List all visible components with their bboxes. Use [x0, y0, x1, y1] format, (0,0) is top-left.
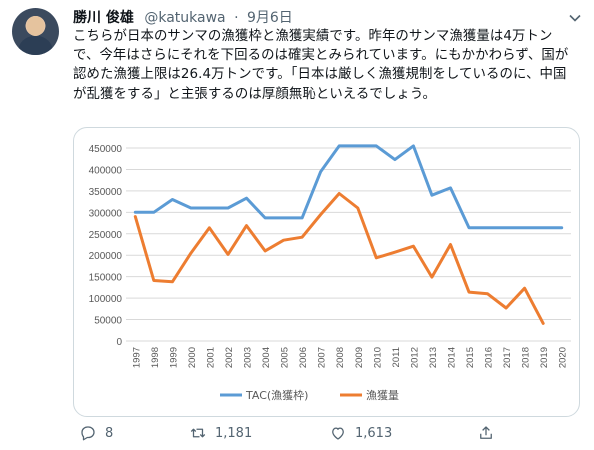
- reply-button[interactable]: 8: [79, 424, 113, 442]
- x-tick-label: 2005: [280, 347, 291, 368]
- series-line: [133, 144, 564, 230]
- x-tick-label: 1999: [168, 347, 179, 368]
- author-name[interactable]: 勝川 俊雄: [73, 10, 134, 26]
- author-handle[interactable]: @katukawa: [144, 10, 226, 26]
- x-tick-label: 2007: [317, 347, 328, 368]
- y-tick-label: 450000: [89, 144, 123, 155]
- retweet-icon: [190, 428, 206, 438]
- avatar-body: [18, 36, 53, 55]
- x-tick-label: 2003: [243, 347, 254, 368]
- x-tick-label: 2008: [335, 347, 346, 368]
- x-tick-label: 2000: [187, 347, 198, 368]
- y-tick-label: 200000: [89, 251, 123, 262]
- tweet-header: 勝川 俊雄 @katukawa · 9月6日: [73, 7, 293, 27]
- y-tick-label: 250000: [89, 230, 123, 241]
- x-tick-label: 2010: [372, 347, 383, 368]
- x-tick-label: 2009: [354, 347, 365, 368]
- y-tick-label: 150000: [89, 273, 123, 284]
- tweet-actions: 8 1,181 1,613: [73, 424, 578, 446]
- like-icon: [332, 427, 344, 440]
- legend-label: 漁獲量: [366, 388, 399, 402]
- tweet-text: こちらが日本のサンマの漁獲枠と漁獲実績です。昨年のサンマ漁獲量は4万トンで、今年…: [73, 29, 569, 102]
- retweet-count: 1,181: [215, 425, 253, 441]
- x-tick-label: 2018: [521, 347, 532, 368]
- x-tick-label: 2011: [391, 347, 402, 367]
- reply-count: 8: [105, 425, 114, 441]
- x-tick-label: 2006: [298, 347, 309, 368]
- y-tick-label: 0: [116, 337, 122, 348]
- share-button[interactable]: [477, 424, 495, 442]
- y-tick-label: 300000: [89, 208, 123, 219]
- avatar[interactable]: [12, 8, 59, 55]
- chart: 0 50000 100000 150000 200000 250000 300000 3500…: [89, 144, 571, 402]
- avatar-face: [27, 16, 44, 36]
- x-tick-label: 2002: [224, 347, 235, 368]
- x-tick-label: 2004: [261, 347, 272, 368]
- chart-card[interactable]: 0 50000 100000 150000 200000 250000 300000 3500…: [73, 127, 580, 417]
- y-tick-label: 350000: [89, 187, 123, 198]
- y-tick-label: 400000: [89, 165, 123, 176]
- x-tick-label: 2020: [558, 347, 569, 368]
- x-tick-label: 2014: [446, 347, 457, 368]
- x-tick-label: 2013: [428, 347, 439, 368]
- x-tick-label: 2012: [409, 347, 420, 368]
- like-count: 1,613: [355, 425, 393, 441]
- retweet-button[interactable]: 1,181: [189, 424, 252, 442]
- legend-label: TAC(漁獲枠): [245, 388, 308, 402]
- x-tick-label: 1998: [150, 347, 161, 368]
- share-icon: [480, 426, 492, 439]
- x-tick-label: 2019: [539, 347, 550, 368]
- y-tick-label: 100000: [89, 294, 123, 305]
- x-tick-label: 2017: [502, 347, 513, 368]
- y-tick-label: 50000: [94, 316, 122, 327]
- like-button[interactable]: 1,613: [329, 424, 392, 442]
- x-tick-label: 1997: [131, 347, 142, 368]
- tweet-date[interactable]: 9月6日: [246, 10, 293, 26]
- x-tick-label: 2001: [205, 347, 216, 368]
- series-line: [133, 192, 545, 325]
- x-tick-label: 2016: [484, 347, 495, 368]
- reply-icon: [81, 426, 95, 441]
- x-tick-label: 2015: [465, 347, 476, 368]
- chevron-down-icon[interactable]: [568, 10, 582, 24]
- header-separator: ·: [234, 10, 239, 26]
